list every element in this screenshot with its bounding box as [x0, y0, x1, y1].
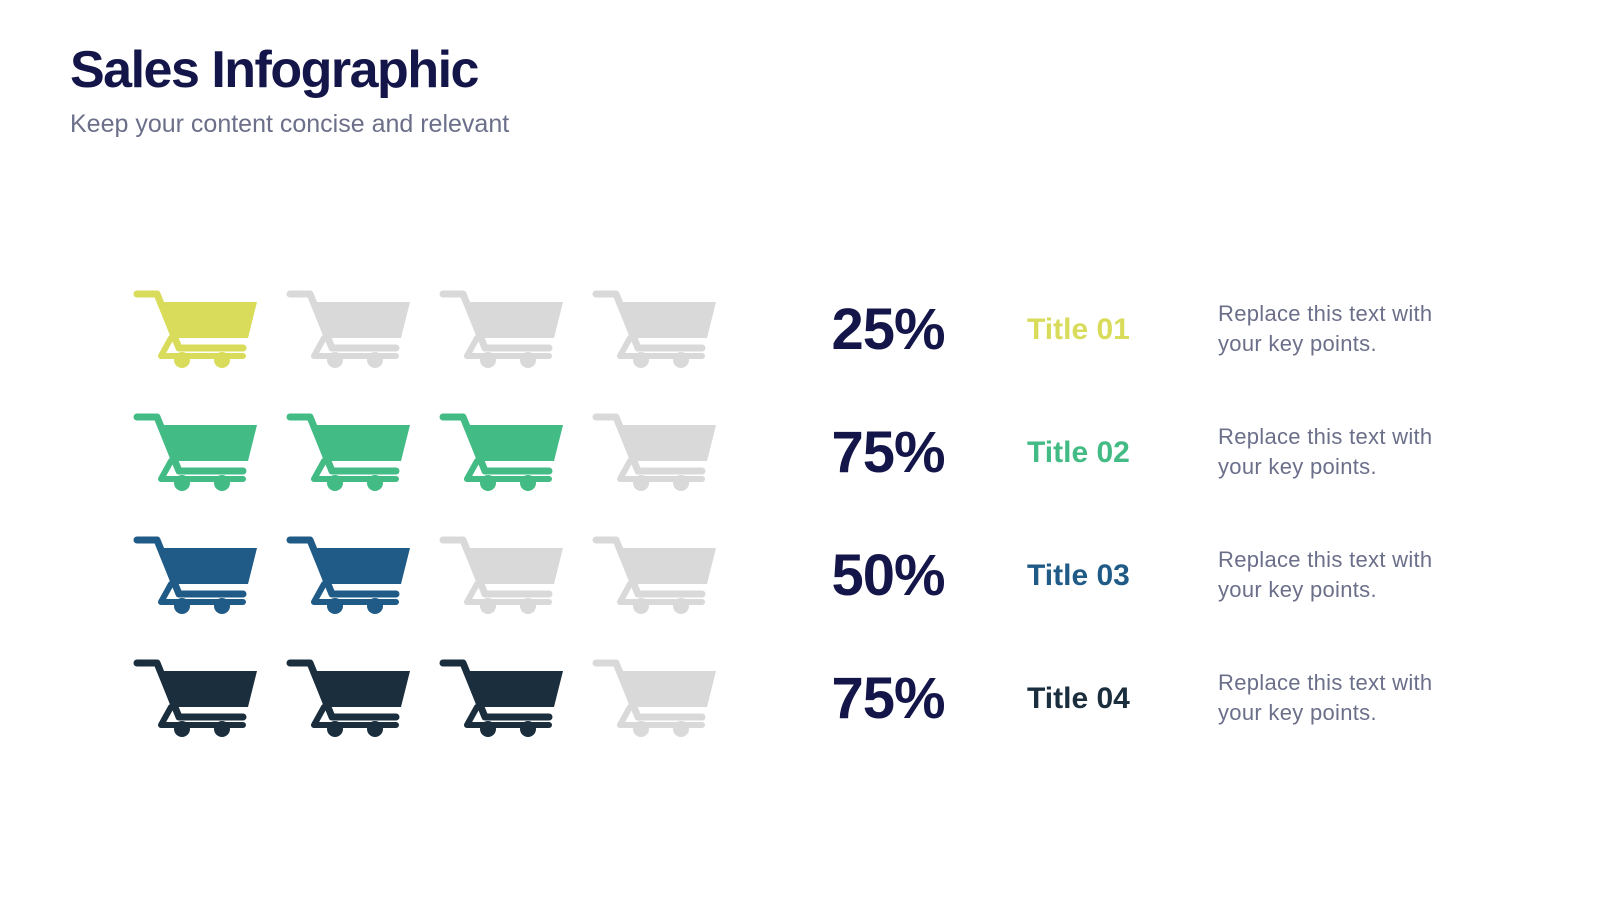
cart-icon	[439, 536, 563, 614]
cart-wheel	[480, 475, 496, 491]
percent-label: 75%	[831, 666, 945, 731]
row-description: Replace this text with your key points.	[1218, 670, 1433, 725]
cart-wheel	[174, 475, 190, 491]
cart-basket	[157, 548, 257, 584]
cart-basket	[616, 425, 716, 461]
cart-wheel	[520, 352, 536, 368]
cart-wheel	[520, 721, 536, 737]
cart-wheel	[520, 475, 536, 491]
cart-icon	[133, 536, 257, 614]
cart-icon	[286, 659, 410, 737]
percent-label: 50%	[831, 543, 945, 608]
cart-icon	[133, 413, 257, 491]
cart-wheel	[673, 352, 689, 368]
cart-wheel	[214, 598, 230, 614]
cart-basket	[616, 302, 716, 338]
row-description: Replace this text with your key points.	[1218, 424, 1433, 479]
cart-wheel	[367, 598, 383, 614]
row-title: Title 01	[1027, 313, 1130, 346]
cart-wheel	[174, 598, 190, 614]
cart-wheel	[214, 352, 230, 368]
cart-wheel	[673, 721, 689, 737]
cart-icon	[133, 290, 257, 368]
cart-wheel	[480, 598, 496, 614]
cart-wheel	[327, 475, 343, 491]
cart-basket	[463, 425, 563, 461]
cart-wheel	[327, 352, 343, 368]
title: Sales Infographic	[70, 41, 479, 99]
subtitle: Keep your content concise and relevant	[70, 110, 510, 138]
cart-wheel	[673, 475, 689, 491]
cart-basket	[310, 425, 410, 461]
cart-basket	[157, 671, 257, 707]
row-title: Title 03	[1027, 559, 1130, 592]
cart-wheel	[633, 352, 649, 368]
cart-wheel	[633, 598, 649, 614]
cart-wheel	[174, 721, 190, 737]
cart-icon	[286, 290, 410, 368]
cart-basket	[616, 671, 716, 707]
cart-icon	[592, 536, 716, 614]
cart-basket	[463, 302, 563, 338]
cart-icon	[286, 536, 410, 614]
cart-wheel	[174, 352, 190, 368]
cart-icon	[439, 290, 563, 368]
cart-icon	[592, 659, 716, 737]
cart-wheel	[214, 475, 230, 491]
cart-wheel	[633, 721, 649, 737]
cart-wheel	[367, 352, 383, 368]
cart-wheel	[633, 475, 649, 491]
cart-icon	[133, 659, 257, 737]
row-description: Replace this text with your key points.	[1218, 547, 1433, 602]
cart-basket	[310, 671, 410, 707]
row-title: Title 02	[1027, 436, 1130, 469]
cart-wheel	[327, 721, 343, 737]
cart-wheel	[480, 352, 496, 368]
percent-label: 75%	[831, 420, 945, 485]
percent-label: 25%	[831, 297, 945, 362]
cart-icon	[592, 413, 716, 491]
cart-basket	[463, 671, 563, 707]
cart-basket	[616, 548, 716, 584]
cart-basket	[310, 302, 410, 338]
cart-icon	[592, 290, 716, 368]
cart-icon	[439, 659, 563, 737]
cart-basket	[157, 425, 257, 461]
cart-wheel	[367, 721, 383, 737]
cart-wheel	[214, 721, 230, 737]
cart-icon	[286, 413, 410, 491]
cart-wheel	[367, 475, 383, 491]
cart-icon	[439, 413, 563, 491]
cart-basket	[310, 548, 410, 584]
cart-basket	[157, 302, 257, 338]
row-description: Replace this text with your key points.	[1218, 301, 1433, 356]
cart-wheel	[327, 598, 343, 614]
cart-basket	[463, 548, 563, 584]
cart-wheel	[673, 598, 689, 614]
cart-wheel	[520, 598, 536, 614]
row-title: Title 04	[1027, 682, 1130, 715]
cart-wheel	[480, 721, 496, 737]
